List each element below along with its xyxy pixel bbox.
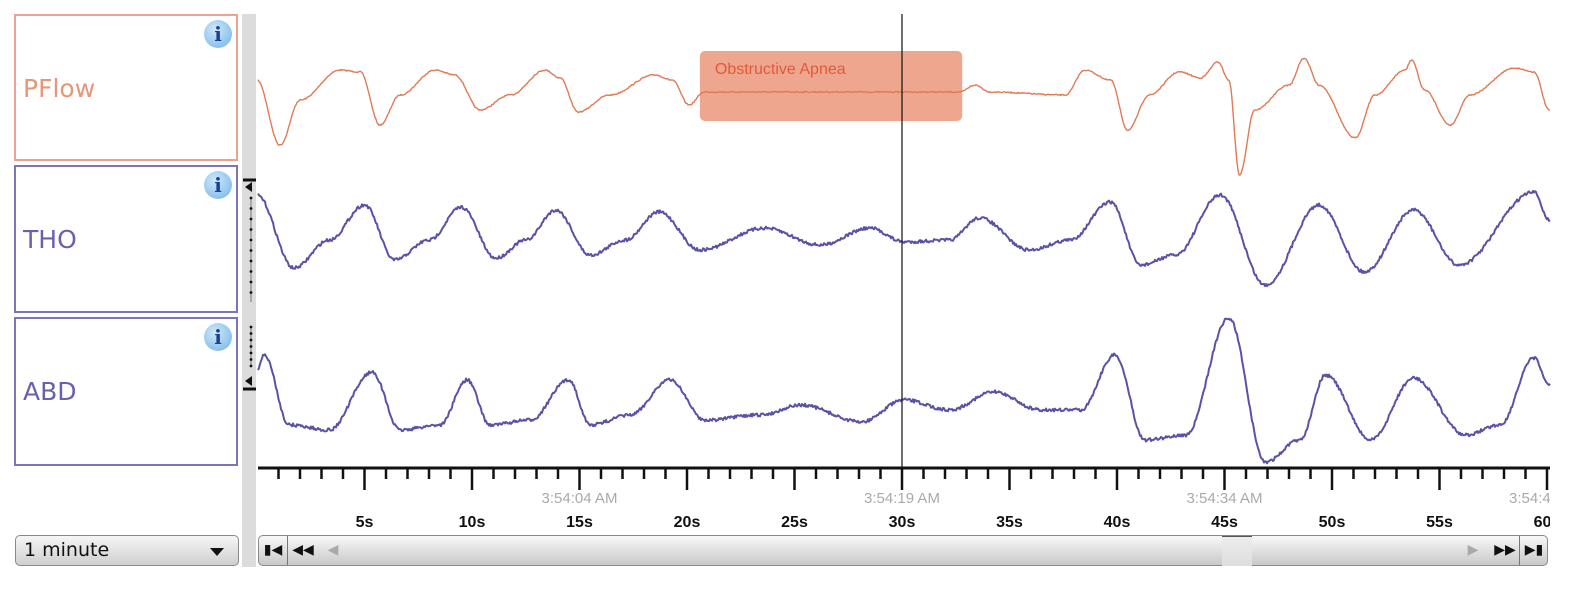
- channel-label: PFlow: [23, 74, 96, 103]
- scrollbar-thumb[interactable]: [1222, 536, 1252, 566]
- second-label: 5s: [356, 514, 374, 531]
- clock-label: 3:54:19 AM: [864, 490, 940, 507]
- event-label: Obstructive Apnea: [715, 61, 846, 78]
- arrow-left-icon[interactable]: [245, 182, 252, 192]
- second-label: 45s: [1211, 514, 1238, 531]
- scale-dot: [249, 325, 253, 329]
- chevron-down-icon: [210, 548, 224, 556]
- info-icon[interactable]: i: [204, 323, 232, 351]
- scale-dot: [249, 358, 253, 361]
- scale-dot: [249, 207, 253, 210]
- second-label: 15s: [566, 514, 593, 531]
- scale-dot: [249, 364, 253, 368]
- arrow-left-icon[interactable]: [245, 376, 252, 386]
- time-axis: 5s 10s 15s 20s 25s 30s 35s 40s 45s 50s 55s 60s 3:54:…: [258, 466, 1585, 531]
- second-label: 40s: [1104, 514, 1131, 531]
- clock-label: 3:54:04 AM: [542, 490, 618, 507]
- step-back-button[interactable]: ◀: [327, 542, 339, 558]
- channel-scale-handles[interactable]: [243, 178, 256, 391]
- second-label: 35s: [996, 514, 1023, 531]
- scale-dot: [249, 280, 253, 284]
- scale-dot: [249, 238, 253, 242]
- clock-label: 3:54:34 AM: [1187, 490, 1263, 507]
- time-scrollbar[interactable]: ▮◀ ◀◀ ◀ ▶ ▶▶ ▶▮: [258, 535, 1548, 566]
- scale-dot: [249, 249, 253, 252]
- scale-dot: [249, 332, 253, 335]
- scale-dot: [249, 291, 253, 294]
- channel-label: THO: [23, 225, 77, 254]
- scale-dot: [249, 217, 253, 221]
- event-obstructive-apnea[interactable]: [699, 51, 963, 121]
- go-to-start-button[interactable]: ▮◀: [259, 536, 288, 565]
- channel-panel-pflow[interactable]: PFlow i: [14, 14, 238, 161]
- second-label: 30s: [889, 514, 916, 531]
- second-label: 60s: [1534, 514, 1561, 531]
- scale-dot: [249, 351, 253, 355]
- second-label: 10s: [459, 514, 486, 531]
- clock-label: 3:54:49 AM: [1509, 490, 1585, 507]
- page-back-button[interactable]: ◀◀: [292, 542, 314, 558]
- info-icon[interactable]: i: [204, 171, 232, 199]
- info-icon[interactable]: i: [204, 20, 232, 48]
- scale-dot: [249, 228, 253, 231]
- channel-label: ABD: [23, 377, 77, 406]
- second-label: 55s: [1426, 514, 1453, 531]
- trace-tho: [257, 189, 1551, 288]
- go-to-end-button[interactable]: ▶▮: [1519, 536, 1548, 565]
- page-forward-button[interactable]: ▶▶: [1494, 542, 1516, 558]
- trace-abd: [257, 317, 1551, 465]
- scale-dot: [249, 345, 253, 348]
- step-forward-button[interactable]: ▶: [1467, 542, 1479, 558]
- scale-dot: [249, 338, 253, 342]
- scale-dot: [249, 259, 253, 263]
- channel-panel-abd[interactable]: ABD i: [14, 317, 238, 466]
- second-label: 20s: [674, 514, 701, 531]
- second-label: 25s: [781, 514, 808, 531]
- trace-pflow: [257, 57, 1551, 176]
- scale-dot: [249, 270, 253, 273]
- window-duration-value: 1 minute: [24, 539, 110, 561]
- channel-panel-tho[interactable]: THO i: [14, 165, 238, 313]
- second-label: 50s: [1319, 514, 1346, 531]
- scale-dot: [249, 196, 253, 200]
- window-duration-select[interactable]: 1 minute: [15, 535, 239, 566]
- channel-resize-strip[interactable]: [242, 14, 256, 567]
